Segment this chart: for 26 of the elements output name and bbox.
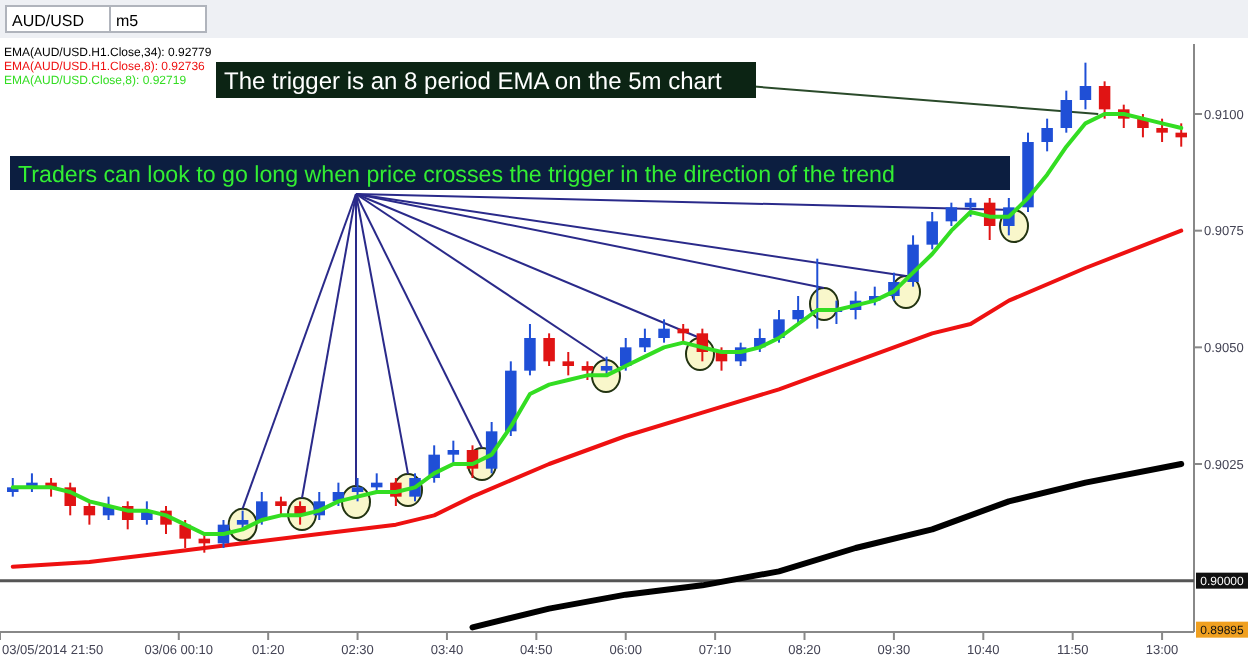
candlestick: [524, 323, 536, 377]
candlestick: [792, 295, 804, 325]
candlestick: [256, 491, 268, 526]
candlestick: [83, 500, 96, 526]
candlestick: [926, 211, 938, 251]
candlestick: [639, 327, 651, 353]
text: m5: [116, 12, 140, 30]
candlestick: [1060, 89, 1073, 134]
candlestick: [275, 495, 287, 517]
candlestick: [1098, 80, 1111, 120]
candlestick: [351, 477, 364, 503]
candlestick: [236, 509, 249, 531]
candlestick: [543, 332, 555, 367]
candlestick: [600, 355, 613, 377]
candlestick: [562, 351, 575, 377]
candlestick: [945, 201, 958, 227]
annotation: The trigger is an 8 period EMA on the 5m chart: [224, 67, 723, 95]
candlestick: [1156, 117, 1168, 143]
line-series: [10, 228, 1184, 569]
line-series: [469, 461, 1185, 631]
candlestick: [1041, 117, 1053, 153]
candlestick: [581, 360, 594, 381]
text: AUD/USD: [12, 12, 85, 30]
annotation: Traders can look to go long when price crosses the trigger in the direction of the trend: [18, 162, 895, 188]
candlestick: [658, 318, 670, 344]
candlestick: [1079, 61, 1092, 111]
